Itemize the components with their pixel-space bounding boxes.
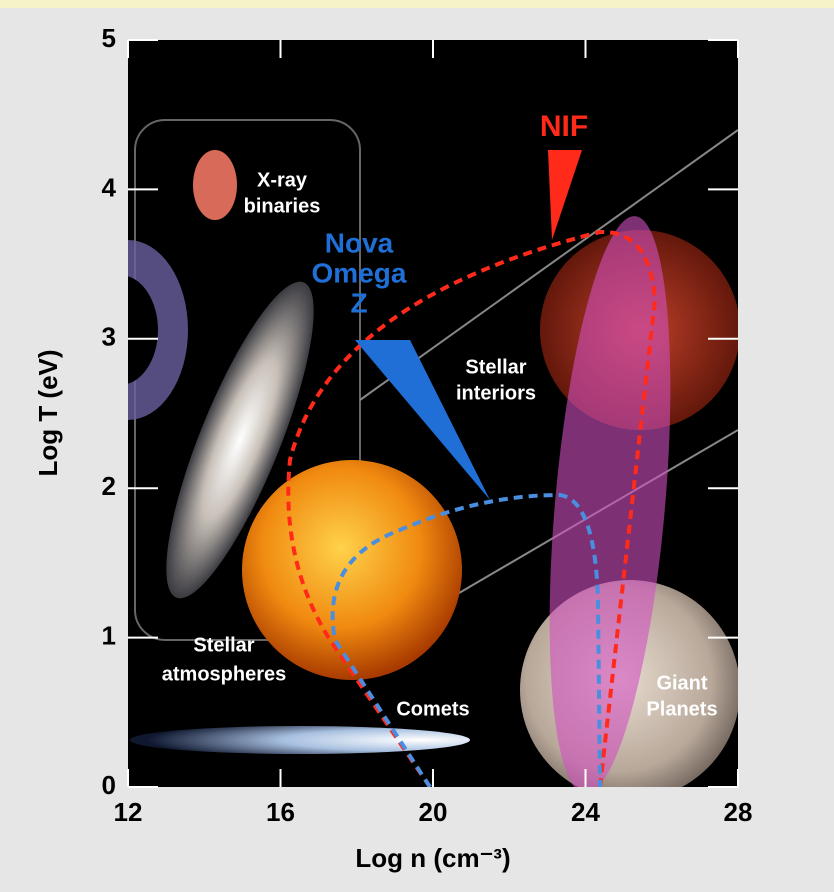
annotation: interiors: [456, 382, 536, 404]
y-axis-label: Log T (eV): [33, 349, 63, 476]
annotation: Stellar: [193, 634, 254, 656]
annotation: NIF: [540, 110, 588, 143]
top-strip: [0, 0, 834, 8]
annotation: Giant: [656, 672, 707, 694]
x-tick-label: 24: [571, 797, 600, 827]
x-tick-label: 16: [266, 797, 295, 827]
figure: Log n (cm⁻³) Log T (eV) 1216202428012345…: [0, 0, 834, 892]
annotation: Planets: [646, 698, 717, 720]
annotation: Z: [350, 287, 367, 318]
y-tick-label: 5: [102, 23, 116, 53]
annotation: Comets: [396, 698, 469, 720]
annotation: binaries: [244, 195, 321, 217]
annotation: atmospheres: [162, 663, 287, 685]
y-tick-label: 1: [102, 620, 116, 650]
annotation: Omega: [312, 257, 407, 288]
x-tick-label: 12: [114, 797, 143, 827]
x-tick-label: 20: [419, 797, 448, 827]
annotation: Nova: [325, 227, 394, 258]
x-axis-label: Log n (cm⁻³): [355, 843, 510, 873]
x-tick-label: 28: [724, 797, 753, 827]
y-tick-label: 2: [102, 471, 116, 501]
annotation: Stellar: [465, 356, 526, 378]
y-tick-label: 4: [102, 172, 117, 202]
y-tick-label: 3: [102, 322, 116, 352]
y-tick-label: 0: [102, 770, 116, 800]
annotation: X-ray: [257, 169, 308, 191]
